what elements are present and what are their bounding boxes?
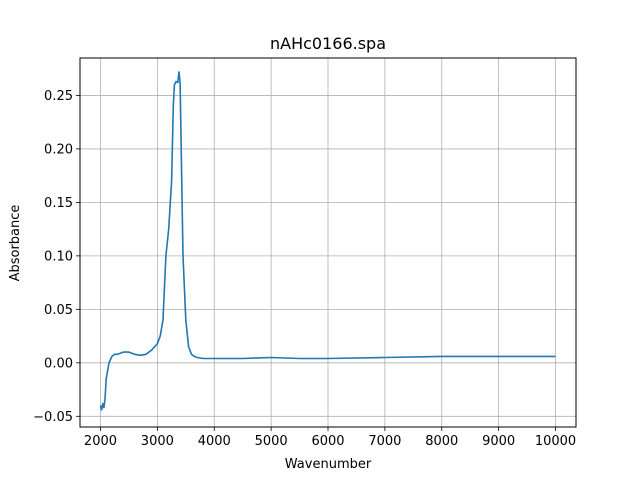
x-tick-label: 4000 — [198, 434, 231, 449]
x-tick-label: 2000 — [84, 434, 117, 449]
absorbance-line — [99, 71, 556, 411]
y-tick-label: 0.25 — [44, 89, 73, 104]
x-tick-label: 6000 — [311, 434, 344, 449]
y-tick-label: 0.20 — [44, 142, 73, 157]
y-tick-label: 0.05 — [44, 303, 73, 318]
chart-title: nAHc0166.spa — [270, 34, 386, 53]
y-axis-label: Absorbance — [8, 205, 23, 282]
y-tick-label: 0.15 — [44, 196, 73, 211]
grid — [80, 58, 576, 427]
x-tick-label: 10000 — [535, 434, 576, 449]
series-layer — [99, 71, 556, 411]
x-tick-label: 5000 — [255, 434, 288, 449]
x-tick-label: 3000 — [141, 434, 174, 449]
x-tick-label: 8000 — [425, 434, 458, 449]
ticks: 2000 3000 4000 5000 6000 7000 8000 9000 10000 −0.… — [33, 89, 576, 449]
x-tick-label: 7000 — [368, 434, 401, 449]
x-tick-label: 9000 — [482, 434, 515, 449]
y-tick-label: 0.10 — [44, 249, 73, 264]
x-axis-label: Wavenumber — [285, 457, 372, 472]
y-tick-label: −0.05 — [33, 410, 73, 425]
y-tick-label: 0.00 — [44, 356, 73, 371]
